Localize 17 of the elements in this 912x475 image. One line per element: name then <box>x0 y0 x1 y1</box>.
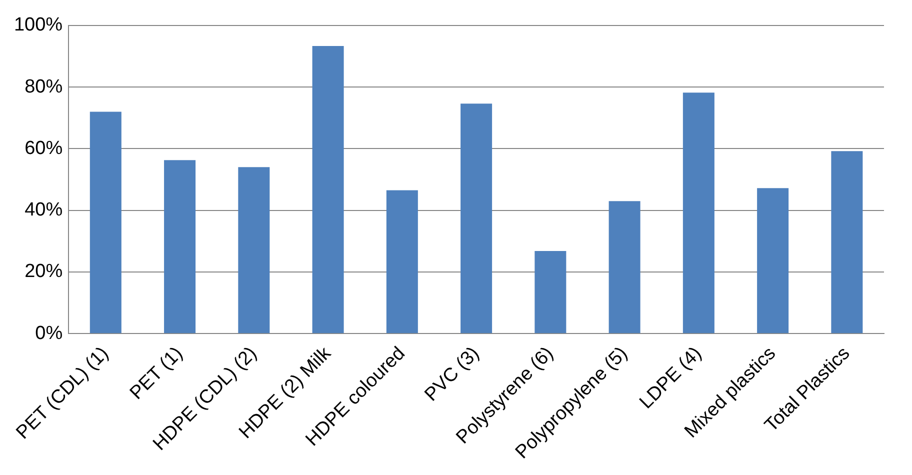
bar <box>608 201 640 334</box>
y-tick-label: 80% <box>24 76 63 98</box>
y-tick-label: 60% <box>24 138 63 159</box>
y-tick-label: 40% <box>24 200 63 221</box>
bar <box>534 250 566 334</box>
bar <box>682 92 714 334</box>
bar <box>757 188 789 334</box>
y-tick-label: 0% <box>35 322 63 344</box>
y-tick-label: 20% <box>24 261 63 282</box>
bar <box>460 104 492 334</box>
bar <box>164 160 196 334</box>
bar <box>312 46 344 334</box>
y-tick-label: 100% <box>14 14 63 36</box>
bar <box>238 167 270 334</box>
bar <box>831 151 863 334</box>
bar <box>386 190 418 334</box>
bar <box>90 112 122 334</box>
